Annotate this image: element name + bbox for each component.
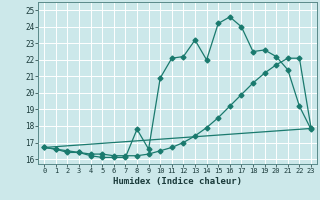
X-axis label: Humidex (Indice chaleur): Humidex (Indice chaleur) [113,177,242,186]
